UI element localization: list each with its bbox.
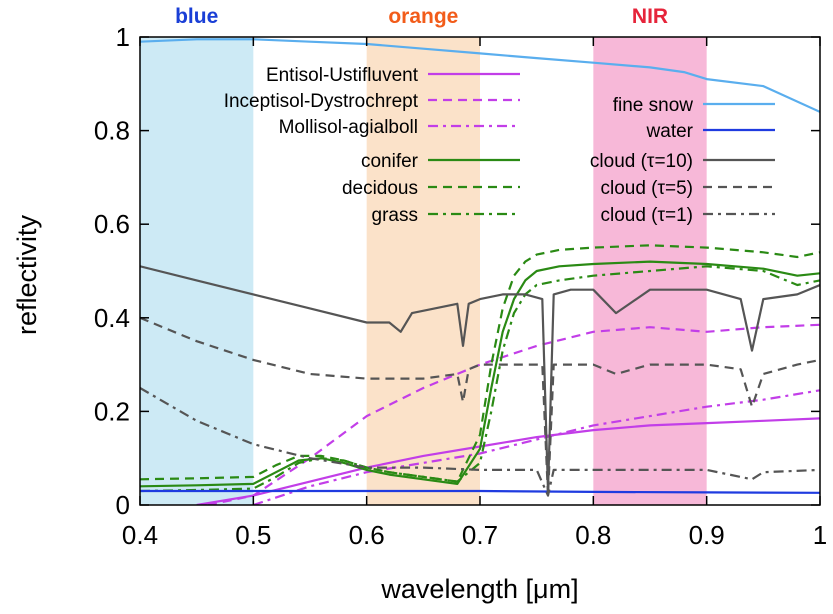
- legend-label-cloud-1: cloud (τ=1): [600, 205, 693, 226]
- legend-label-conifer: conifer: [361, 151, 419, 172]
- band-label-nir: NIR: [632, 5, 668, 28]
- series-line-mollisol-agialboll: [252, 389, 820, 505]
- band-layer: blue orange NIR: [140, 5, 707, 505]
- y-tick-label: 0.8: [94, 116, 130, 146]
- legend-label-decidous: decidous: [342, 178, 418, 199]
- legend: Entisol-Ustifluvent Inceptisol-Dystrochre…: [224, 65, 775, 226]
- legend-label-entisol-ustifluvent: Entisol-Ustifluvent: [266, 65, 419, 86]
- legend-label-cloud-10: cloud (τ=10): [590, 151, 693, 172]
- x-tick-label: 1: [813, 520, 827, 550]
- series-line-water: [140, 489, 820, 494]
- legend-label-cloud-5: cloud (τ=5): [600, 178, 693, 199]
- legend-label-mollisol-agialboll: Mollisol-agialboll: [279, 117, 418, 138]
- series-line-conifer: [140, 260, 820, 488]
- legend-label-water: water: [646, 121, 694, 142]
- legend-label-inceptisol-dystrochrept: Inceptisol-Dystrochrept: [224, 91, 419, 112]
- y-tick-label: 1: [116, 22, 130, 52]
- x-tick-label: 0.6: [349, 520, 385, 550]
- legend-label-fine-snow: fine snow: [613, 95, 694, 116]
- x-axis-title: wavelength [μm]: [380, 574, 578, 604]
- y-tick-label: 0.4: [94, 303, 130, 333]
- x-tick-label: 0.9: [689, 520, 725, 550]
- x-tick-label: 0.4: [122, 520, 158, 550]
- x-tick-label: 0.7: [462, 520, 498, 550]
- series-line-inceptisol-dystrochrept: [207, 323, 820, 505]
- series-layer: [140, 38, 820, 505]
- series-line-fine-snow: [140, 38, 820, 113]
- series-line-entisol-ustifluvent: [196, 417, 820, 505]
- x-tick-label: 0.8: [575, 520, 611, 550]
- band-orange: [366, 37, 480, 505]
- band-label-orange: orange: [388, 5, 458, 28]
- series-line-grass: [140, 265, 820, 493]
- series-line-decidous: [140, 244, 820, 483]
- series-line-cloud-5: [140, 316, 820, 497]
- y-axis-title: reflectivity: [12, 214, 42, 335]
- band-label-blue: blue: [175, 5, 218, 28]
- series-line-cloud-10: [140, 265, 820, 493]
- series-line-cloud-1: [140, 387, 820, 497]
- y-tick-label: 0: [116, 490, 130, 520]
- ticks-layer: 0.4 0.5 0.6 0.7 0.8 0.9 1 0 0.2 0.4 0.6 0.8 1: [94, 22, 827, 550]
- y-tick-label: 0.6: [94, 209, 130, 239]
- legend-label-grass: grass: [372, 205, 418, 226]
- y-tick-label: 0.2: [94, 396, 130, 426]
- x-tick-label: 0.5: [235, 520, 271, 550]
